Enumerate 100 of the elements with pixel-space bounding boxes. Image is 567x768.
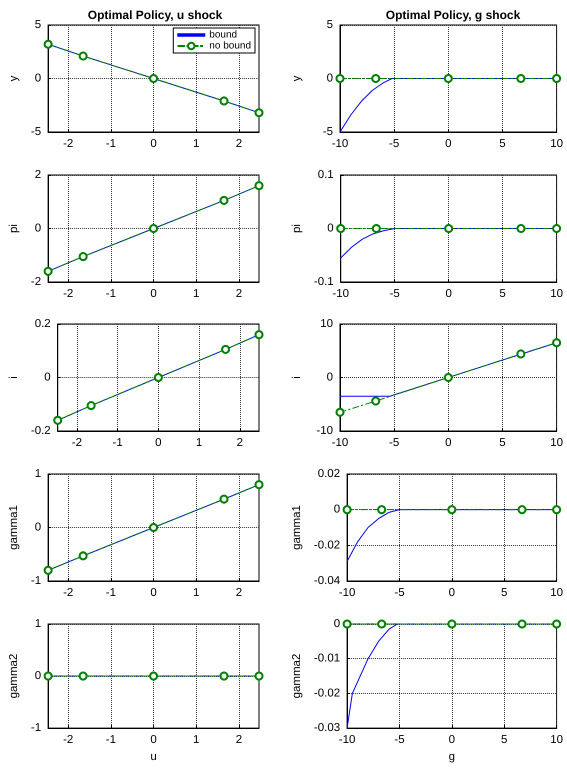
x-tick-label: -2 (72, 437, 82, 450)
x-tick-label: -2 (63, 734, 74, 746)
x-tick-label: 2 (236, 437, 244, 450)
x-tick-label: -1 (106, 734, 116, 746)
y-tick-label: 10 (320, 318, 333, 330)
x-tick-label: 5 (501, 734, 508, 746)
x-tick-label: 0 (150, 587, 157, 600)
x-tick-label: 5 (499, 437, 506, 450)
x-tick-label: -1 (106, 288, 116, 300)
y-axis-title: y (8, 75, 20, 82)
point (254, 108, 264, 118)
x-tick-label: -5 (389, 437, 400, 450)
x-tick-label: 1 (196, 437, 202, 450)
chart-title: Optimal Policy, u shock (88, 8, 223, 22)
y-axis-title: i (291, 376, 303, 380)
point (336, 408, 344, 418)
x-tick-label: 5 (501, 587, 508, 600)
x-axis-title: g (448, 750, 456, 763)
y-tick-label: -0.04 (314, 575, 341, 588)
x-tick-label: 0 (448, 587, 456, 600)
legend-label: no bound (209, 40, 252, 52)
x-tick-label: -1 (106, 138, 116, 150)
legend-label: bound (209, 30, 238, 40)
y-tick-label: 1 (34, 468, 42, 480)
point (53, 416, 62, 426)
y-tick-label: 0 (34, 670, 42, 682)
y-tick-label: -0.2 (30, 425, 51, 438)
chart-title: Optimal Policy, g shock (386, 8, 521, 22)
y-tick-label: -0.02 (314, 539, 340, 552)
x-tick-label: 2 (236, 734, 242, 746)
y-tick-label: 5 (34, 19, 42, 31)
point (220, 494, 228, 504)
x-tick-label: -2 (63, 288, 74, 300)
point (371, 396, 380, 406)
y-tick-label: 2 (34, 168, 42, 181)
x-tick-label: 1 (193, 587, 200, 600)
point (149, 224, 158, 233)
point (254, 480, 264, 490)
y-tick-label: -10 (316, 425, 333, 438)
x-tick-label: 0 (448, 734, 456, 746)
y-tick-label: 0 (34, 522, 42, 534)
x-tick-label: 10 (550, 138, 564, 150)
point (254, 330, 264, 340)
point (78, 252, 88, 261)
point (44, 266, 53, 276)
x-tick-label: 10 (550, 288, 564, 300)
y-axis-title: gamma2 (8, 653, 20, 698)
y-tick-label: 0.2 (34, 318, 51, 330)
point (78, 551, 88, 560)
x-tick-label: 0 (445, 138, 452, 150)
x-tick-label: 2 (236, 138, 242, 150)
point (220, 196, 228, 205)
y-axis-title: i (8, 376, 20, 380)
y-tick-label: 0 (327, 222, 334, 234)
x-tick-label: 0 (445, 437, 452, 450)
x-tick-label: -5 (389, 138, 400, 150)
x-tick-label: 0 (445, 288, 452, 300)
point (220, 96, 228, 106)
y-axis-title: pi (8, 224, 20, 233)
y-axis-title: gamma1 (291, 505, 303, 550)
y-tick-label: 0 (334, 618, 340, 630)
x-tick-label: -1 (112, 437, 123, 450)
x-tick-label: -5 (394, 587, 405, 600)
y-axis-title: gamma1 (8, 505, 20, 550)
y-tick-label: 0.1 (318, 168, 334, 181)
x-tick-label: 0 (150, 288, 157, 300)
x-tick-label: 0 (155, 437, 162, 450)
y-tick-label: 0 (334, 504, 340, 516)
y-axis-title: gamma2 (291, 653, 303, 698)
point (444, 373, 453, 382)
y-tick-label: 0 (44, 372, 51, 384)
x-tick-label: 10 (550, 587, 564, 600)
x-tick-label: 2 (236, 587, 242, 600)
point (86, 401, 96, 410)
y-tick-label: 0 (34, 72, 42, 84)
point (44, 566, 53, 575)
y-axis-title: y (291, 75, 303, 82)
x-tick-label: -2 (63, 138, 74, 150)
x-tick-label: 5 (499, 288, 506, 300)
y-tick-label: -1 (30, 722, 42, 734)
y-tick-label: 1 (34, 618, 42, 630)
point (149, 74, 158, 83)
x-tick-label: 10 (550, 734, 564, 746)
x-tick-label: 1 (193, 288, 200, 300)
y-tick-label: -5 (322, 126, 333, 138)
y-tick-label: -0.01 (314, 652, 340, 664)
point (516, 350, 526, 359)
y-tick-label: 0.02 (318, 468, 340, 480)
x-tick-label: 1 (193, 734, 200, 746)
x-tick-label: 1 (193, 138, 200, 150)
x-tick-label: 5 (499, 138, 506, 150)
y-tick-label: -0.1 (314, 276, 334, 288)
point (552, 338, 562, 348)
x-tick-label: -5 (390, 288, 400, 300)
point (78, 52, 88, 61)
y-tick-label: -5 (30, 126, 42, 138)
y-tick-label: -2 (30, 276, 42, 288)
x-tick-label: 0 (150, 734, 157, 746)
x-axis-title: u (150, 750, 157, 763)
y-tick-label: -0.02 (314, 687, 340, 700)
